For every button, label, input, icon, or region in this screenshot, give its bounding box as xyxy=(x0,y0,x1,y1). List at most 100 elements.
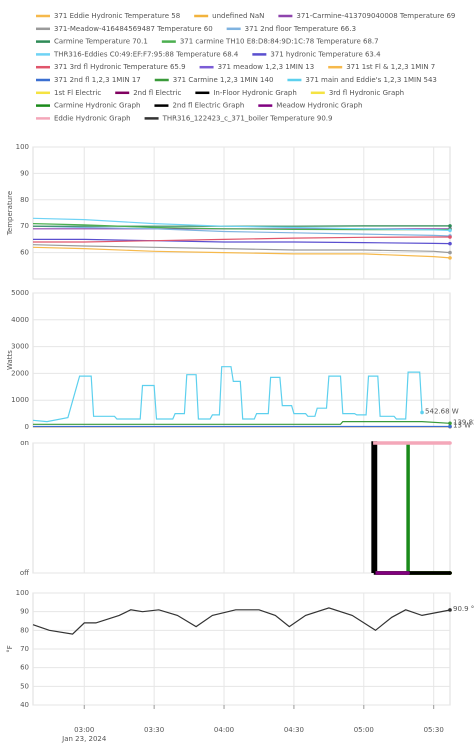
end-marker xyxy=(448,424,452,429)
x-tick-label: 05:00 xyxy=(354,726,374,734)
series-line xyxy=(32,607,451,635)
legend-label: Carmine Hydronic Graph xyxy=(54,102,140,110)
legend-item: Eddie Hydronic Graph xyxy=(36,114,131,122)
legend-item: 371-Meadow-416484569487 Temperature 60 xyxy=(36,25,213,33)
legend-label: Carmine Temperature 70.1 xyxy=(54,38,148,46)
end-marker xyxy=(448,228,452,233)
y-tick-label: 50 xyxy=(20,682,29,690)
value-label: 542.68 W xyxy=(425,407,459,415)
legend-label: Eddie Hydronic Graph xyxy=(54,114,131,122)
series-line xyxy=(33,236,450,243)
legend-item: Carmine Temperature 70.1 xyxy=(36,38,148,46)
series-line xyxy=(32,217,451,231)
y-tick-label: 1000 xyxy=(11,396,29,404)
end-marker xyxy=(406,571,410,575)
plot-frame xyxy=(32,146,451,280)
legend-label: THR316-Eddies C0:49:EF:F7:95:88 Temperat… xyxy=(53,50,239,58)
end-marker xyxy=(448,608,452,612)
series-line xyxy=(33,421,451,425)
y-tick-label: 100 xyxy=(16,143,29,151)
legend-item: 371-Carmine-413709040008 Temperature 69 xyxy=(278,12,455,20)
legend-item: 371 2nd fl 1,2,3 1MIN 17 xyxy=(36,76,141,84)
legend-item: 371 main and Eddie's 1,2,3 1MIN 543 xyxy=(287,76,437,84)
y-tick-label: 4000 xyxy=(11,316,29,324)
legend-label: 371 hydronic Temperature 63.4 xyxy=(270,50,381,58)
end-marker xyxy=(448,421,452,426)
x-tick-label: 03:30 xyxy=(144,726,164,734)
legend-label: 371-Carmine-413709040008 Temperature 69 xyxy=(296,12,455,20)
legend-label: Meadow Hydronic Graph xyxy=(276,102,362,110)
legend-item: Meadow Hydronic Graph xyxy=(258,102,362,110)
series-line xyxy=(33,238,451,245)
legend-label: THR316_122423_c_371_boiler Temperature 9… xyxy=(162,114,333,122)
y-tick-label: 80 xyxy=(20,626,29,634)
y-axis-title: Temperature xyxy=(6,191,14,236)
value-label: 13 W xyxy=(453,422,471,430)
x-tick-label: 04:30 xyxy=(284,726,304,734)
legend-label: 371 carmine TH10 E8:D8:84:9D:1C:78 Tempe… xyxy=(180,38,379,46)
legend-label: 3rd fl Hydronic Graph xyxy=(329,89,404,97)
legend-label: 371 main and Eddie's 1,2,3 1MIN 543 xyxy=(305,76,436,84)
y-tick-label: on xyxy=(20,439,29,447)
legend-item: 371 Carmine 1,2,3 1MIN 140 xyxy=(154,76,274,84)
x-date-label: Jan 23, 2024 xyxy=(61,735,107,743)
series-line xyxy=(371,441,450,575)
series-line xyxy=(32,225,451,237)
legend-label: 371 meadow 1,2,3 1MIN 13 xyxy=(218,63,315,71)
legend-item: 371 Eddie Hydronic Temperature 58 xyxy=(36,12,180,20)
legend-item: 2nd fl Electric xyxy=(115,89,182,97)
legend-item: THR316_122423_c_371_boiler Temperature 9… xyxy=(144,114,333,122)
y-tick-label: 100 xyxy=(16,589,29,597)
legend-label: 371 Carmine 1,2,3 1MIN 140 xyxy=(173,76,274,84)
legend-item: 371 1st Fl & 1,2,3 1MIN 7 xyxy=(328,63,435,71)
legend-item: THR316-Eddies C0:49:EF:F7:95:88 Temperat… xyxy=(36,50,239,58)
legend-label: In-Floor Hydronic Graph xyxy=(213,89,296,97)
end-marker xyxy=(448,441,452,445)
end-marker xyxy=(448,250,452,255)
legend-label: 371 3rd fl Hydronic Temperature 65.9 xyxy=(54,63,186,71)
legend-item: 371 carmine TH10 E8:D8:84:9D:1C:78 Tempe… xyxy=(161,38,379,46)
end-marker xyxy=(448,241,452,246)
value-label: 90.9 °F xyxy=(453,605,474,613)
legend-label: 371 2nd fl 1,2,3 1MIN 17 xyxy=(54,76,141,84)
legend-item: 3rd fl Hydronic Graph xyxy=(310,89,404,97)
legend-item: 371 meadow 1,2,3 1MIN 13 xyxy=(199,63,315,71)
y-tick-label: 70 xyxy=(20,222,29,230)
y-tick-label: 3000 xyxy=(11,343,29,351)
y-tick-label: off xyxy=(20,569,29,577)
end-marker xyxy=(448,571,452,575)
series-line xyxy=(32,244,451,254)
y-tick-label: 60 xyxy=(20,664,29,672)
y-tick-label: 80 xyxy=(20,196,29,204)
end-marker xyxy=(448,256,452,260)
y-tick-label: 5000 xyxy=(11,289,29,297)
legend-label: 1st Fl Electric xyxy=(54,89,101,97)
x-tick-label: 05:30 xyxy=(424,726,444,734)
y-axis-title: °F xyxy=(6,645,14,653)
legend-item: 371 hydronic Temperature 63.4 xyxy=(252,50,381,58)
legend-item: 371 2nd floor Temperature 66.3 xyxy=(226,25,356,33)
legend-item: 2nd fl Electric Graph xyxy=(154,102,244,110)
x-tick-label: 04:00 xyxy=(214,726,234,734)
series-line xyxy=(406,443,450,575)
legend-item: Carmine Hydronic Graph xyxy=(36,102,140,110)
legend-item: 1st Fl Electric xyxy=(36,89,101,97)
end-marker xyxy=(448,224,452,228)
legend-item: In-Floor Hydronic Graph xyxy=(195,89,297,97)
x-tick-label: 03:00 xyxy=(74,726,94,734)
legend-label: undefined NaN xyxy=(212,12,264,20)
series-line xyxy=(32,366,423,423)
legend-item: 371 3rd fl Hydronic Temperature 65.9 xyxy=(36,63,186,71)
y-tick-label: 90 xyxy=(20,169,29,177)
y-tick-label: 90 xyxy=(20,608,29,616)
series-line xyxy=(32,246,451,259)
y-tick-label: 60 xyxy=(20,249,29,257)
y-axis-title: Watts xyxy=(6,350,14,370)
y-tick-label: 2000 xyxy=(11,369,29,377)
legend-label: 371 1st Fl & 1,2,3 1MIN 7 xyxy=(346,63,435,71)
plot-frame xyxy=(32,442,451,574)
end-marker xyxy=(448,235,452,239)
legend-label: 371 2nd floor Temperature 66.3 xyxy=(245,25,356,33)
